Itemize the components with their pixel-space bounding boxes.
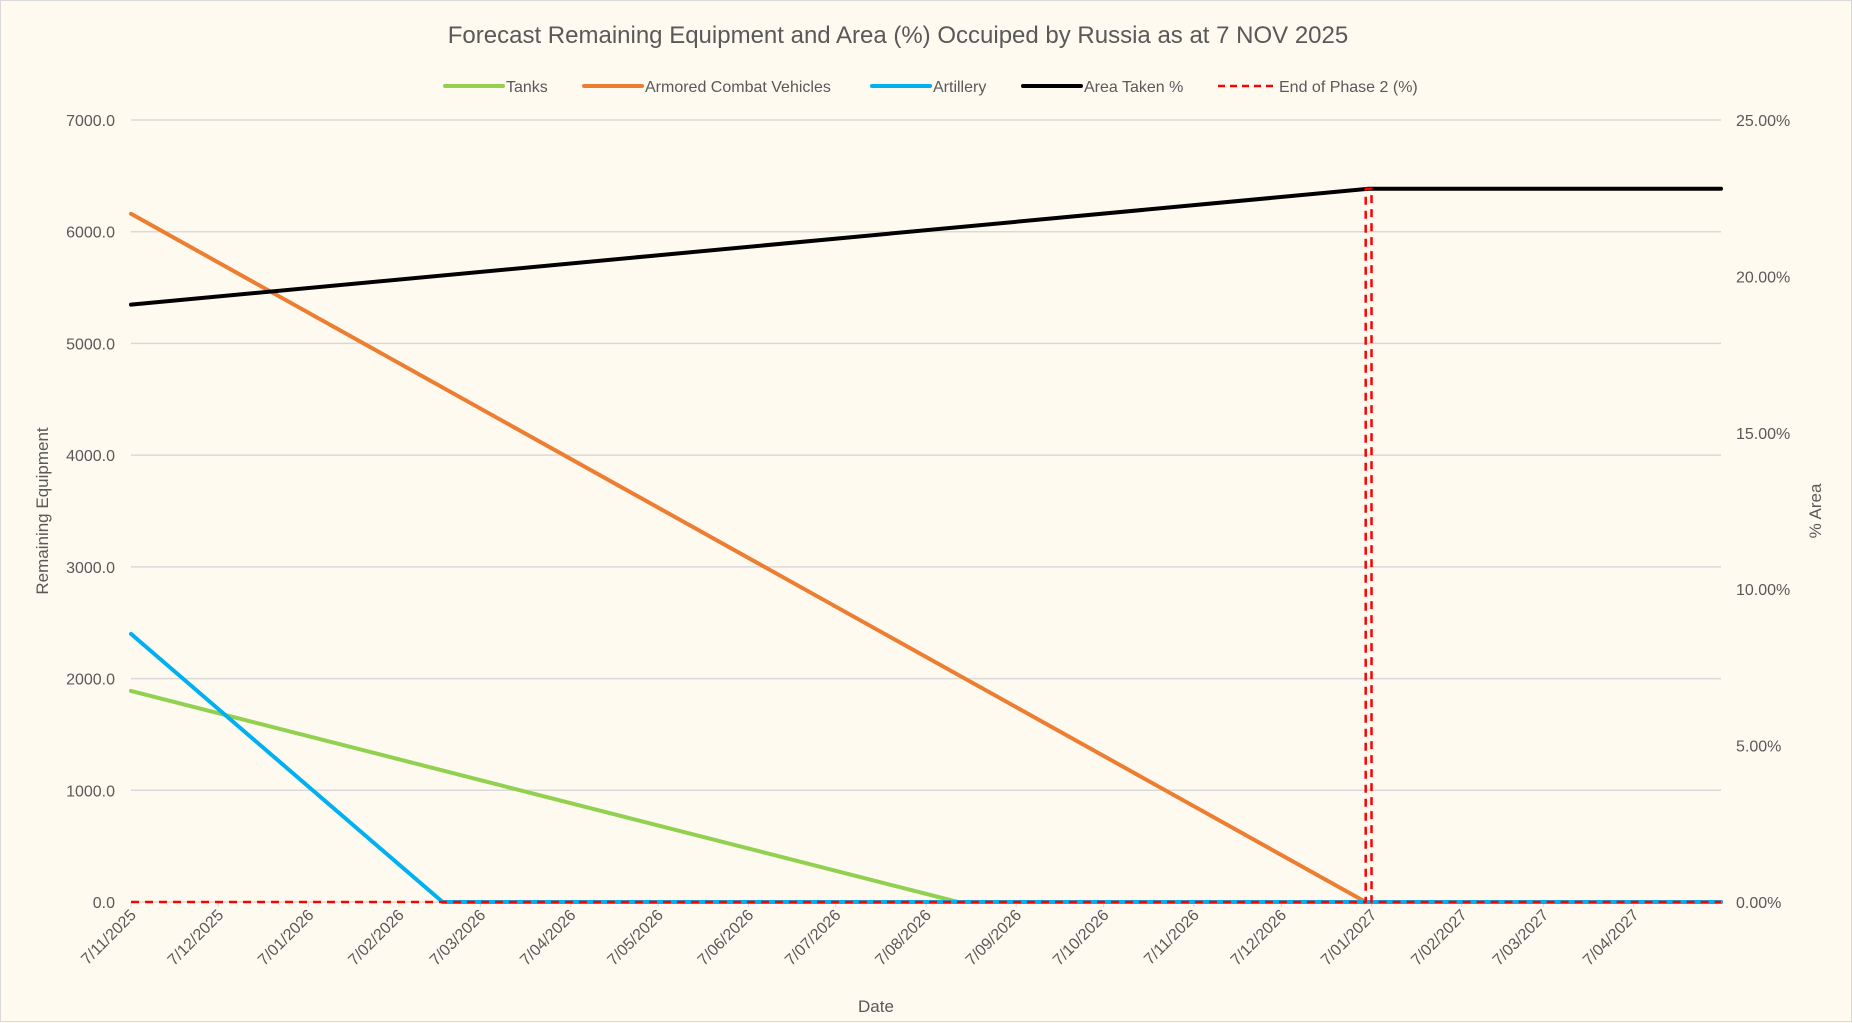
y-tick-label: 0.0 bbox=[93, 895, 115, 912]
x-tick-label: 7/12/2026 bbox=[1228, 907, 1290, 969]
y2-tick-label: 5.00% bbox=[1736, 739, 1781, 756]
x-tick-label: 7/03/2027 bbox=[1490, 907, 1552, 969]
legend-label: Tanks bbox=[506, 79, 548, 96]
y-tick-label: 5000.0 bbox=[66, 336, 115, 353]
chart-title: Forecast Remaining Equipment and Area (%… bbox=[448, 22, 1348, 49]
y2-tick-label: 0.00% bbox=[1736, 895, 1781, 912]
gridlines bbox=[131, 119, 1721, 903]
series-line-end-of-phase-2 bbox=[131, 187, 1721, 904]
x-tick-label: 7/10/2026 bbox=[1050, 907, 1112, 969]
y-tick-label: 3000.0 bbox=[66, 560, 115, 577]
y2-tick-label: 20.00% bbox=[1736, 269, 1790, 286]
series-line-tanks bbox=[129, 688, 1723, 904]
legend-label: Armored Combat Vehicles bbox=[645, 79, 831, 96]
series-lines bbox=[129, 186, 1723, 904]
x-tick-label: 7/07/2026 bbox=[782, 907, 844, 969]
x-tick-label: 7/02/2027 bbox=[1408, 907, 1470, 969]
y-tick-label: 2000.0 bbox=[66, 672, 115, 689]
series-line-armored-combat-vehicles bbox=[129, 211, 1723, 904]
y2-tick-label: 15.00% bbox=[1736, 426, 1790, 443]
x-axis-ticks: 7/11/2025 7/12/2025 7/01/2026 7/02/2026 7/03… bbox=[78, 902, 1643, 969]
y-tick-label: 4000.0 bbox=[66, 448, 115, 465]
x-tick-label: 7/05/2026 bbox=[605, 907, 667, 969]
x-tick-label: 7/02/2026 bbox=[345, 907, 407, 969]
x-tick-label: 7/08/2026 bbox=[872, 907, 934, 969]
x-tick-label: 7/04/2026 bbox=[517, 907, 579, 969]
x-tick-label: 7/09/2026 bbox=[963, 907, 1025, 969]
x-tick-label: 7/11/2026 bbox=[1141, 907, 1203, 969]
x-tick-label: 7/11/2025 bbox=[78, 907, 140, 969]
x-tick-label: 7/01/2026 bbox=[255, 907, 317, 969]
y-tick-label: 6000.0 bbox=[66, 225, 115, 242]
legend: Tanks Armored Combat Vehicles Artillery Are… bbox=[443, 79, 1418, 96]
y-tick-label: 7000.0 bbox=[66, 113, 115, 130]
series-line-area-taken bbox=[129, 186, 1723, 307]
x-tick-label: 7/06/2026 bbox=[695, 907, 757, 969]
legend-label: Artillery bbox=[933, 79, 986, 96]
x-tick-label: 7/01/2027 bbox=[1318, 907, 1380, 969]
series-line-artillery bbox=[129, 631, 1723, 904]
y-tick-label: 1000.0 bbox=[66, 783, 115, 800]
y2-tick-label: 10.00% bbox=[1736, 582, 1790, 599]
y2-tick-label: 25.00% bbox=[1736, 113, 1790, 130]
legend-label: Area Taken % bbox=[1084, 79, 1183, 96]
y-axis-ticks: 0.0 1000.0 2000.0 3000.0 4000.0 5000.0 6000.0 7… bbox=[66, 113, 115, 912]
x-tick-label: 7/04/2027 bbox=[1580, 907, 1642, 969]
x-tick-label: 7/12/2025 bbox=[165, 907, 227, 969]
x-axis-title: Date bbox=[858, 997, 894, 1016]
y2-axis-ticks: 0.00% 5.00% 10.00% 15.00% 20.00% 25.00% bbox=[1736, 113, 1790, 912]
y2-axis-title: % Area bbox=[1806, 483, 1825, 538]
legend-label: End of Phase 2 (%) bbox=[1279, 79, 1418, 96]
x-tick-label: 7/03/2026 bbox=[427, 907, 489, 969]
y-axis-title: Remaining Equipment bbox=[33, 427, 52, 595]
